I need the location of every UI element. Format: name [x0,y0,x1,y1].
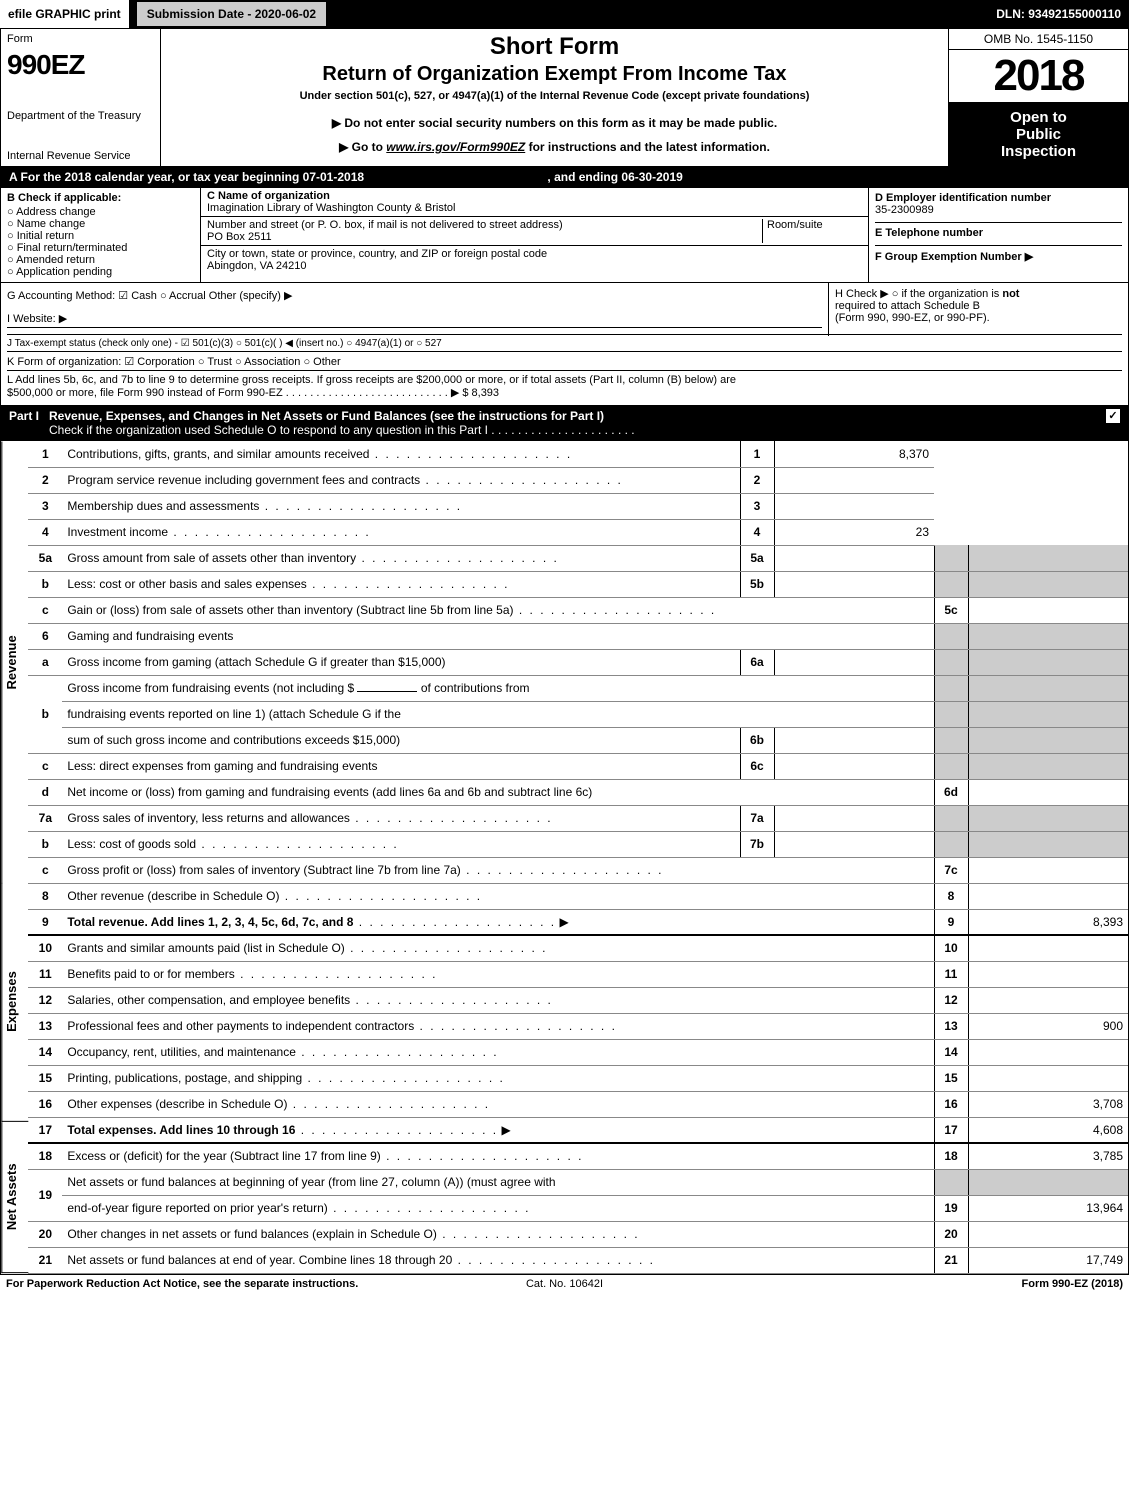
table-row: 3Membership dues and assessments3 [28,493,1128,519]
tax-year: 2018 [949,50,1128,103]
side-labels: Revenue Expenses Net Assets [1,441,28,1274]
goto-suffix: for instructions and the latest informat… [529,140,770,154]
city-label: City or town, state or province, country… [207,248,547,260]
table-row: 21Net assets or fund balances at end of … [28,1247,1128,1273]
table-row: 8Other revenue (describe in Schedule O)8 [28,883,1128,909]
goto-line: ▶ Go to www.irs.gov/Form990EZ for instru… [167,140,942,154]
omb-number: OMB No. 1545-1150 [949,29,1128,50]
identity-block: B Check if applicable: Address change Na… [0,188,1129,283]
ein-value: 35-2300989 [875,204,1122,216]
table-row: 18Excess or (deficit) for the year (Subt… [28,1143,1128,1169]
chk-initial-return[interactable]: Initial return [7,230,194,242]
line-g: G Accounting Method: ☑ Cash ○ Accrual Ot… [7,289,822,302]
line-i: I Website: ▶ [7,312,822,328]
tax-period: A For the 2018 calendar year, or tax yea… [0,167,1129,188]
table-row: 15Printing, publications, postage, and s… [28,1065,1128,1091]
submission-date-button[interactable]: Submission Date - 2020-06-02 [135,0,328,28]
line-k: K Form of organization: ☑ Corporation ○ … [7,351,1122,368]
page-footer: For Paperwork Reduction Act Notice, see … [0,1275,1129,1293]
table-row: 19Net assets or fund balances at beginni… [28,1169,1128,1195]
goto-link[interactable]: www.irs.gov/Form990EZ [386,140,525,154]
title-short-form: Short Form [167,33,942,61]
table-row: 16Other expenses (describe in Schedule O… [28,1091,1128,1117]
box-h: H Check ▶ ○ if the organization is not r… [828,283,1128,336]
table-row: cLess: direct expenses from gaming and f… [28,753,1128,779]
table-row: 2Program service revenue including gover… [28,467,1128,493]
footer-center: Cat. No. 10642I [378,1278,750,1290]
part-i-checkbox[interactable]: ✓ [1106,409,1120,423]
table-row: 13Professional fees and other payments t… [28,1013,1128,1039]
street-value: PO Box 2511 [207,231,272,243]
box-b: B Check if applicable: Address change Na… [1,188,201,282]
ssn-note: ▶ Do not enter social security numbers o… [167,116,942,130]
part-i-check-line: Check if the organization used Schedule … [49,423,635,437]
table-row: 9Total revenue. Add lines 1, 2, 3, 4, 5c… [28,909,1128,935]
table-row: bLess: cost of goods sold7b [28,831,1128,857]
part-i-label: Part I [9,409,39,437]
city-value: Abingdon, VA 24210 [207,260,307,272]
table-row: bGross income from fundraising events (n… [28,675,1128,701]
part-i-header: Part I Revenue, Expenses, and Changes in… [0,406,1129,441]
org-name: Imagination Library of Washington County… [207,202,455,214]
ein-label: D Employer identification number [875,192,1122,204]
org-name-label: C Name of organization [207,190,330,202]
side-expenses: Expenses [1,883,28,1122]
footer-right: Form 990-EZ (2018) [751,1278,1123,1290]
table-row: 14Occupancy, rent, utilities, and mainte… [28,1039,1128,1065]
dln-label: DLN: 93492155000110 [988,0,1129,28]
table-row: 6Gaming and fundraising events [28,623,1128,649]
meta-block: G Accounting Method: ☑ Cash ○ Accrual Ot… [0,283,1129,406]
line-j: J Tax-exempt status (check only one) - ☑… [7,334,1122,349]
box-d: D Employer identification number 35-2300… [868,188,1128,282]
table-row: cGain or (loss) from sale of assets othe… [28,597,1128,623]
chk-address-change[interactable]: Address change [7,206,194,218]
side-net-assets: Net Assets [1,1122,28,1273]
table-row: 12Salaries, other compensation, and empl… [28,987,1128,1013]
table-row: 10Grants and similar amounts paid (list … [28,935,1128,961]
room-label: Room/suite [767,219,823,231]
side-revenue: Revenue [1,441,28,883]
footer-left: For Paperwork Reduction Act Notice, see … [6,1278,378,1290]
table-row: 20Other changes in net assets or fund ba… [28,1221,1128,1247]
chk-final-return[interactable]: Final return/terminated [7,242,194,254]
group-exemption-label: F Group Exemption Number ▶ [875,251,1033,263]
box-c: C Name of organization Imagination Libra… [201,188,868,282]
table-row: fundraising events reported on line 1) (… [28,701,1128,727]
table-row: 7aGross sales of inventory, less returns… [28,805,1128,831]
lines-table: 1Contributions, gifts, grants, and simil… [28,441,1128,1274]
table-row: cGross profit or (loss) from sales of in… [28,857,1128,883]
title-return: Return of Organization Exempt From Incom… [167,63,942,86]
chk-name-change[interactable]: Name change [7,218,194,230]
efile-print-button[interactable]: efile GRAPHIC print [0,0,129,28]
table-row: dNet income or (loss) from gaming and fu… [28,779,1128,805]
form-header: Form 990EZ Department of the Treasury In… [0,28,1129,167]
chk-application-pending[interactable]: Application pending [7,266,194,278]
street-label: Number and street (or P. O. box, if mail… [207,219,563,231]
public-inspection: Open to Public Inspection [949,103,1128,166]
box-b-head: B Check if applicable: [7,192,194,204]
table-row: 11Benefits paid to or for members11 [28,961,1128,987]
table-row: aGross income from gaming (attach Schedu… [28,649,1128,675]
table-row: 4Investment income423 [28,519,1128,545]
form-number: 990EZ [7,49,154,81]
dept-treasury: Department of the Treasury [7,110,154,122]
form-word: Form [7,33,154,45]
table-row: 1Contributions, gifts, grants, and simil… [28,441,1128,467]
part-i-title: Revenue, Expenses, and Changes in Net As… [49,409,604,423]
table-row: sum of such gross income and contributio… [28,727,1128,753]
irs-label: Internal Revenue Service [7,150,154,162]
lines-body: Revenue Expenses Net Assets 1Contributio… [0,441,1129,1275]
table-row: bLess: cost or other basis and sales exp… [28,571,1128,597]
table-row: end-of-year figure reported on prior yea… [28,1195,1128,1221]
table-row: 5aGross amount from sale of assets other… [28,545,1128,571]
chk-amended-return[interactable]: Amended return [7,254,194,266]
goto-prefix: ▶ Go to [339,140,386,154]
top-bar: efile GRAPHIC print Submission Date - 20… [0,0,1129,28]
line-l: L Add lines 5b, 6c, and 7b to line 9 to … [7,370,1122,399]
under-section: Under section 501(c), 527, or 4947(a)(1)… [167,90,942,102]
table-row: 17Total expenses. Add lines 10 through 1… [28,1117,1128,1143]
phone-label: E Telephone number [875,227,983,239]
